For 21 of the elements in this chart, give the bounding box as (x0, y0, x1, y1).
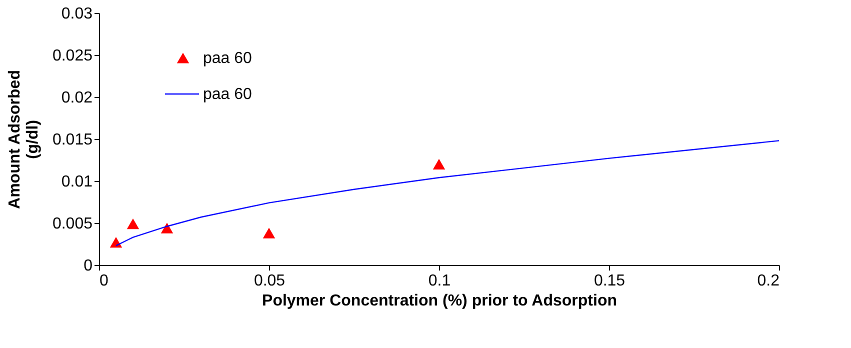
point (160, 222, 174, 234)
x-tick-label: 0.15 (594, 272, 626, 290)
x-axis-title: Polymer Concentration (%) prior to Adsorption (262, 292, 617, 310)
y-axis-title: Amount Adsorbed (g/dl) (6, 70, 42, 209)
legend-label: paa 60 (203, 50, 252, 67)
legend-label: paa 60 (203, 86, 252, 103)
x-tick-label: 0.1 (428, 272, 451, 290)
y-tick-label: 0.005 (52, 216, 93, 232)
point (110, 237, 122, 248)
y-tick-label: 0.025 (52, 48, 93, 64)
y-tick-label: 0.01 (61, 174, 93, 190)
x-tick-label: 0.2 (757, 272, 780, 290)
point (432, 158, 446, 170)
y-tick-label: 0.02 (61, 90, 93, 106)
x-tick-label: 0 (100, 272, 108, 290)
x-tick-label: 0.05 (254, 272, 286, 290)
point (262, 228, 276, 238)
y-tick-label: 0.03 (61, 6, 93, 22)
y-tick-label: 0 (84, 258, 93, 274)
point (126, 218, 140, 230)
y-tick-label: 0.015 (52, 132, 93, 148)
